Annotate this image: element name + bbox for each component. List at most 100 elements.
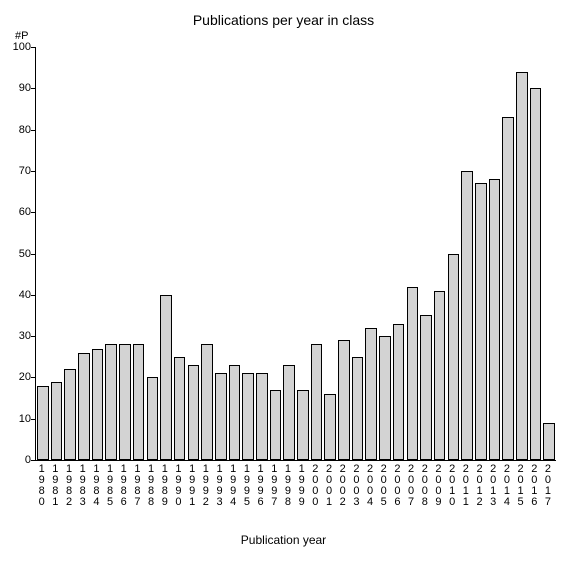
bar [324, 394, 336, 460]
x-tick-label: 2000 [311, 463, 320, 507]
x-tick-label: 1993 [215, 463, 224, 507]
y-tick-label: 70 [0, 165, 31, 177]
y-tick-label: 50 [0, 248, 31, 260]
bar [461, 171, 473, 460]
bar [256, 373, 268, 460]
bar [434, 291, 446, 460]
bar [37, 386, 49, 460]
bar [92, 349, 104, 461]
bar [365, 328, 377, 460]
bar [105, 344, 117, 460]
x-tick-label: 1990 [174, 463, 183, 507]
bar [64, 369, 76, 460]
bar [502, 117, 514, 460]
x-tick-label: 1989 [160, 463, 169, 507]
x-tick-label: 2010 [447, 463, 456, 507]
y-tick-label: 0 [0, 454, 31, 466]
x-axis-label: Publication year [0, 533, 567, 547]
y-tick-mark [31, 130, 36, 131]
bar [147, 377, 159, 460]
x-tick-label: 2003 [352, 463, 361, 507]
x-tick-label: 2016 [529, 463, 538, 507]
y-tick-mark [31, 47, 36, 48]
bar [448, 254, 460, 461]
x-tick-label: 2008 [420, 463, 429, 507]
x-tick-label: 1994 [228, 463, 237, 507]
bar [379, 336, 391, 460]
y-tick-label: 60 [0, 206, 31, 218]
y-tick-label: 100 [0, 41, 31, 53]
x-tick-label: 1992 [201, 463, 210, 507]
bar [215, 373, 227, 460]
chart-title: Publications per year in class [0, 12, 567, 28]
x-tick-label: 2002 [338, 463, 347, 507]
y-tick-mark [31, 171, 36, 172]
y-tick-label: 30 [0, 330, 31, 342]
x-tick-label: 2001 [324, 463, 333, 507]
x-tick-label: 1998 [283, 463, 292, 507]
bar [407, 287, 419, 460]
bar [51, 382, 63, 460]
x-tick-label: 2017 [543, 463, 552, 507]
x-tick-label: 1987 [133, 463, 142, 507]
x-tick-label: 2011 [461, 463, 470, 507]
x-tick-label: 1983 [78, 463, 87, 507]
bar [489, 179, 501, 460]
x-tick-label: 2014 [502, 463, 511, 507]
bar [530, 88, 542, 460]
x-tick-label: 1995 [242, 463, 251, 507]
y-tick-label: 10 [0, 413, 31, 425]
x-tick-label: 2012 [475, 463, 484, 507]
bar [543, 423, 555, 460]
x-tick-label: 2013 [488, 463, 497, 507]
bar [133, 344, 145, 460]
bar [78, 353, 90, 460]
bar [242, 373, 254, 460]
x-tick-label: 1991 [187, 463, 196, 507]
y-tick-label: 40 [0, 289, 31, 301]
bar [338, 340, 350, 460]
bar [311, 344, 323, 460]
bar [420, 315, 432, 460]
x-tick-label: 1997 [269, 463, 278, 507]
y-tick-mark [31, 254, 36, 255]
x-tick-label: 2005 [379, 463, 388, 507]
x-tick-label: 1984 [92, 463, 101, 507]
y-tick-mark [31, 460, 36, 461]
bar [201, 344, 213, 460]
y-tick-mark [31, 419, 36, 420]
y-tick-mark [31, 336, 36, 337]
y-tick-mark [31, 212, 36, 213]
bar [283, 365, 295, 460]
x-tick-label: 2004 [365, 463, 374, 507]
x-tick-label: 2006 [393, 463, 402, 507]
bar [516, 72, 528, 460]
bar [188, 365, 200, 460]
bar [297, 390, 309, 460]
x-tick-label: 2009 [434, 463, 443, 507]
bar [393, 324, 405, 460]
bar [160, 295, 172, 460]
y-tick-mark [31, 88, 36, 89]
x-tick-label: 1981 [51, 463, 60, 507]
bar [270, 390, 282, 460]
bar [174, 357, 186, 460]
bar [119, 344, 131, 460]
y-tick-mark [31, 295, 36, 296]
x-tick-label: 1980 [37, 463, 46, 507]
bar [352, 357, 364, 460]
y-tick-mark [31, 377, 36, 378]
x-tick-label: 1982 [64, 463, 73, 507]
x-tick-label: 1999 [297, 463, 306, 507]
x-tick-label: 1996 [256, 463, 265, 507]
chart-container: Publications per year in class #P 010203… [0, 0, 567, 567]
plot-area [35, 47, 556, 461]
bar [475, 183, 487, 460]
x-tick-label: 2015 [516, 463, 525, 507]
y-tick-label: 80 [0, 124, 31, 136]
x-tick-label: 1985 [105, 463, 114, 507]
x-tick-label: 1986 [119, 463, 128, 507]
bar [229, 365, 241, 460]
y-tick-label: 90 [0, 82, 31, 94]
x-tick-label: 1988 [146, 463, 155, 507]
